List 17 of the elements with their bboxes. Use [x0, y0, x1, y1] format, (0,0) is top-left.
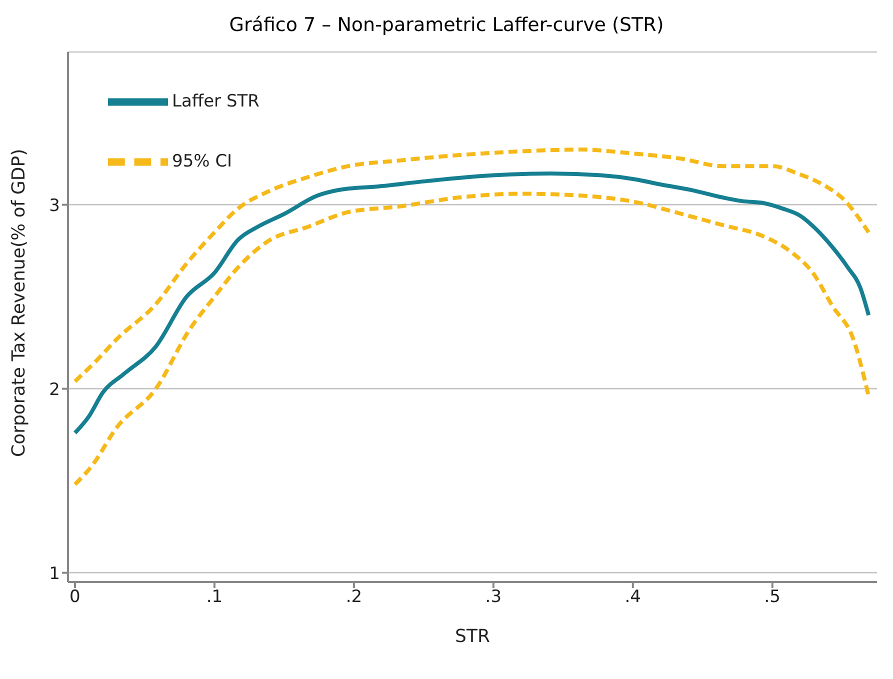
- y-tick-label: 2: [49, 380, 60, 400]
- x-tick-label: 0: [70, 587, 80, 608]
- legend-label: 95% CI: [172, 152, 232, 172]
- y-tick-label: 1: [49, 564, 60, 584]
- x-axis-title: STR: [455, 626, 490, 647]
- x-tick-label: .3: [485, 587, 502, 608]
- line-series: [72, 192, 871, 486]
- x-tick-label: .5: [764, 587, 781, 608]
- x-tick-label: .4: [624, 587, 642, 608]
- y-axis-title: Corporate Tax Revenue(% of GDP): [8, 148, 30, 457]
- x-tick-label: .2: [346, 587, 362, 608]
- y-tick-label: 3: [49, 196, 60, 216]
- legend-label: Laffer STR: [172, 92, 260, 112]
- chart-title: Gráfico 7 – Non-parametric Laffer-curve (STR): [228, 13, 665, 38]
- line-series: [72, 148, 871, 384]
- line-series: [72, 171, 871, 435]
- x-tick-label: .1: [206, 587, 223, 608]
